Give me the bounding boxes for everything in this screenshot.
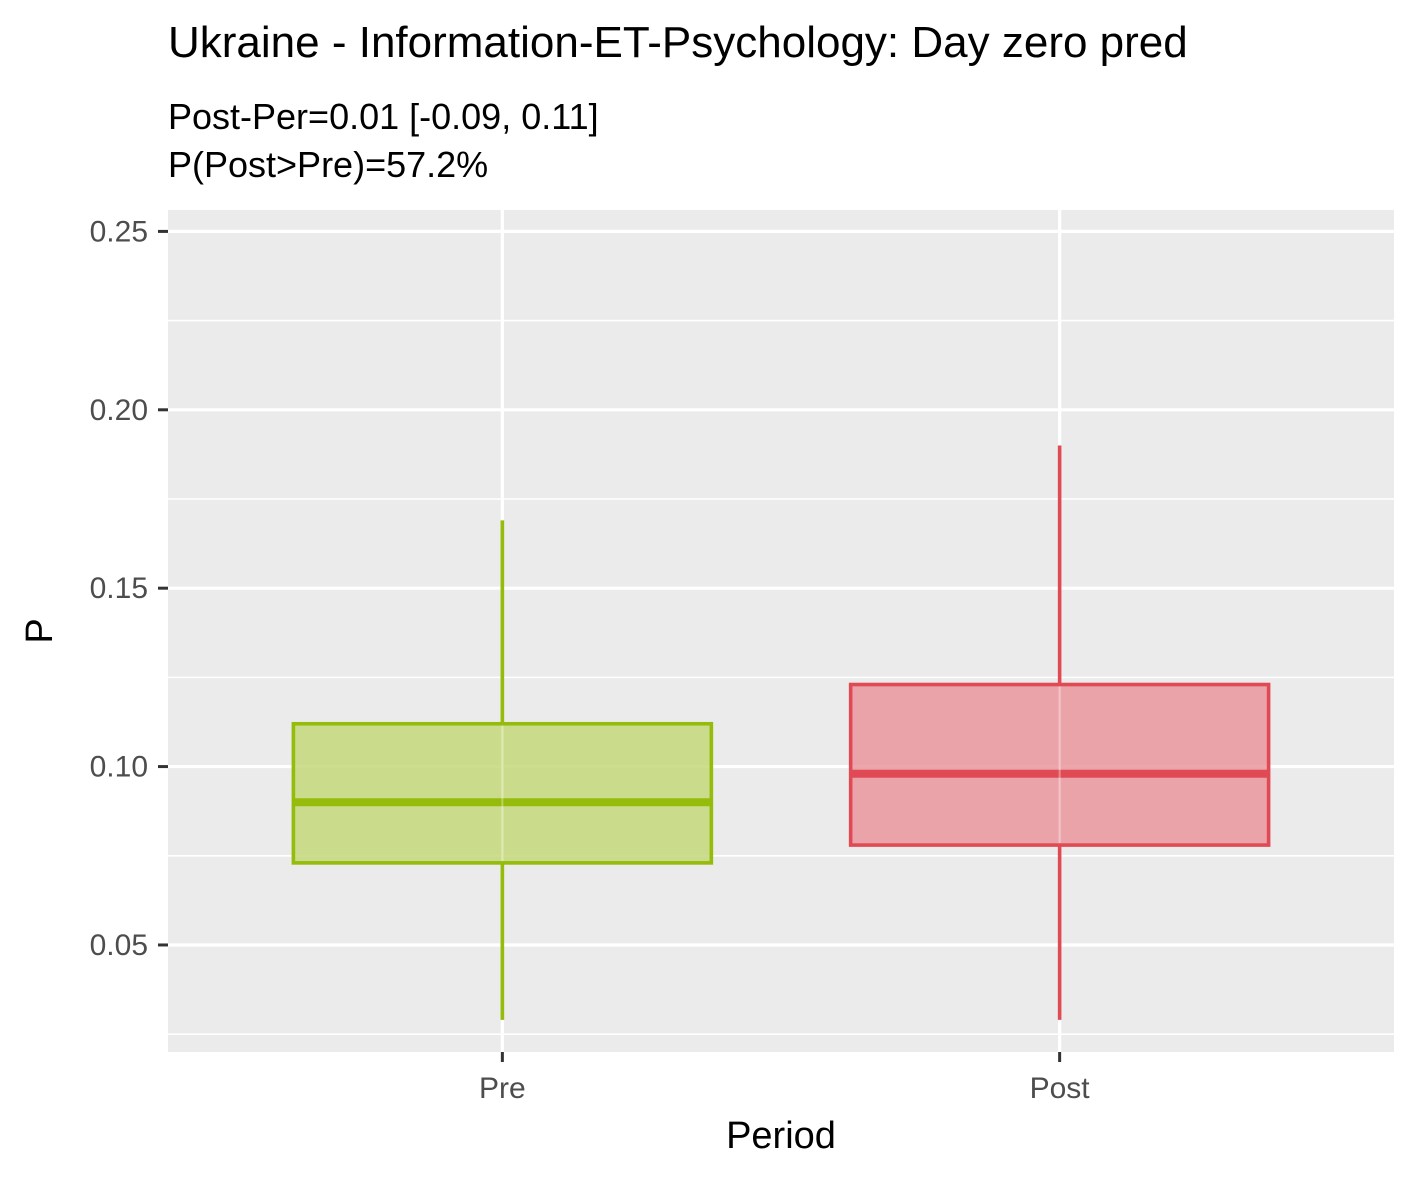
y-tick-label: 0.25 xyxy=(90,215,148,248)
box-post xyxy=(848,445,1271,1020)
y-axis-title: P xyxy=(19,618,61,643)
chart-subtitle-line-2: P(Post>Pre)=57.2% xyxy=(168,144,489,185)
x-tick-label-post: Post xyxy=(1030,1072,1091,1105)
box-iqr xyxy=(848,682,1271,847)
box-iqr xyxy=(291,721,714,865)
x-axis: Pre Post xyxy=(479,1052,1090,1105)
x-axis-title: Period xyxy=(726,1115,836,1157)
plot-panel xyxy=(168,210,1394,1052)
box-pre xyxy=(291,520,714,1020)
major-gridlines xyxy=(168,210,1394,1052)
y-tick-label: 0.05 xyxy=(90,929,148,962)
x-tick-label-pre: Pre xyxy=(479,1072,526,1105)
y-axis: 0.05 0.10 0.15 0.20 0.25 xyxy=(90,215,168,962)
chart-title: Ukraine - Information-ET-Psychology: Day… xyxy=(168,18,1188,67)
y-tick-label: 0.10 xyxy=(90,751,148,784)
y-tick-label: 0.20 xyxy=(90,394,148,427)
chart-subtitle-line-1: Post-Per=0.01 [-0.09, 0.11] xyxy=(168,96,599,137)
y-tick-label: 0.15 xyxy=(90,572,148,605)
boxes xyxy=(291,445,1271,1020)
